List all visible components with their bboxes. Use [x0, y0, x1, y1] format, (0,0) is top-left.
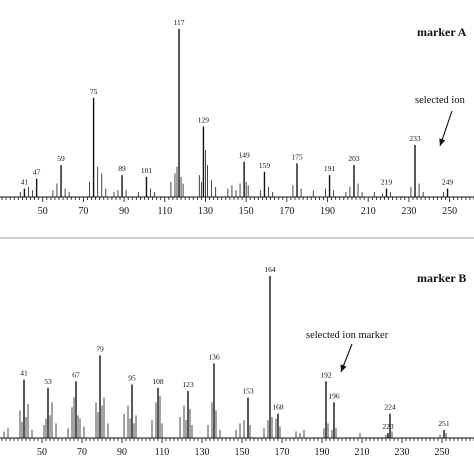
peak-label: 153 [242, 387, 254, 396]
x-tick-label: 230 [395, 447, 410, 458]
x-tick-label: 130 [198, 206, 213, 217]
peak-label: 223 [382, 422, 394, 431]
peak-label: 101 [141, 166, 153, 175]
peak-label: 59 [57, 154, 65, 163]
peak-label: 108 [152, 377, 164, 386]
peak-label: 41 [21, 178, 29, 187]
annotation-arrow-head [439, 138, 446, 146]
marker-b-spectrum: 50 70 90 110 130 150 170 190 210 230 250 41 53 67 79 95… [0, 265, 474, 458]
peak-label: 89 [118, 164, 126, 173]
peak-label: 67 [72, 370, 80, 379]
x-tick-label: 210 [361, 206, 376, 217]
x-tick-label: 50 [38, 206, 48, 217]
peak-label: 47 [33, 168, 41, 177]
x-tick-label: 70 [77, 447, 87, 458]
peak-label: 53 [44, 377, 52, 386]
x-tick-label: 190 [315, 447, 330, 458]
x-tick-label: 130 [195, 447, 210, 458]
peak-label: 75 [90, 87, 98, 96]
x-tick-label: 210 [355, 447, 370, 458]
marker-a-spectrum: 50 70 90 110 130 150 170 190 210 230 250 41 47 59 75 89… [0, 18, 474, 217]
x-tick-label: 150 [235, 447, 250, 458]
peak-label: 95 [128, 374, 136, 383]
peak-label: 224 [384, 403, 396, 412]
peak-label: 249 [442, 178, 454, 187]
peak-label: 117 [174, 18, 185, 27]
peak-label: 79 [96, 344, 104, 353]
peak-label: 168 [272, 403, 284, 412]
peak-label: 203 [348, 154, 360, 163]
panel-title: marker A [417, 25, 467, 39]
x-tick-label: 150 [239, 206, 254, 217]
peak-label: 233 [409, 134, 421, 143]
selected-ion-annotation: selected ion [415, 95, 466, 106]
x-tick-label: 50 [37, 447, 47, 458]
peak-label: 191 [324, 164, 336, 173]
peak-label: 159 [259, 161, 271, 170]
x-tick-label: 70 [78, 206, 88, 217]
x-tick-label: 90 [117, 447, 127, 458]
peak-label: 149 [238, 151, 250, 160]
peak-label: 175 [291, 152, 303, 161]
x-tick-label: 110 [157, 206, 172, 217]
x-tick-label: 90 [119, 206, 129, 217]
x-tick-label: 170 [275, 447, 290, 458]
x-tick-label: 190 [320, 206, 335, 217]
panel-title: marker B [417, 271, 466, 285]
x-tick-label: 250 [442, 206, 457, 217]
annotation-arrow-head [340, 364, 347, 372]
peak-label: 129 [198, 115, 210, 124]
peak-label: 164 [264, 265, 276, 274]
selected-ion-annotation: selected ion marker [306, 330, 389, 341]
peak-label: 192 [320, 370, 332, 379]
peak-label: 41 [20, 369, 28, 378]
peak-label: 251 [438, 419, 450, 428]
peak-label: 136 [208, 352, 220, 361]
x-tick-label: 230 [401, 206, 416, 217]
peak-label: 219 [381, 178, 393, 187]
x-tick-label: 170 [279, 206, 294, 217]
peak-label: 196 [328, 391, 340, 400]
peak-label: 123 [182, 380, 194, 389]
x-tick-label: 250 [435, 447, 450, 458]
x-tick-label: 110 [155, 447, 170, 458]
